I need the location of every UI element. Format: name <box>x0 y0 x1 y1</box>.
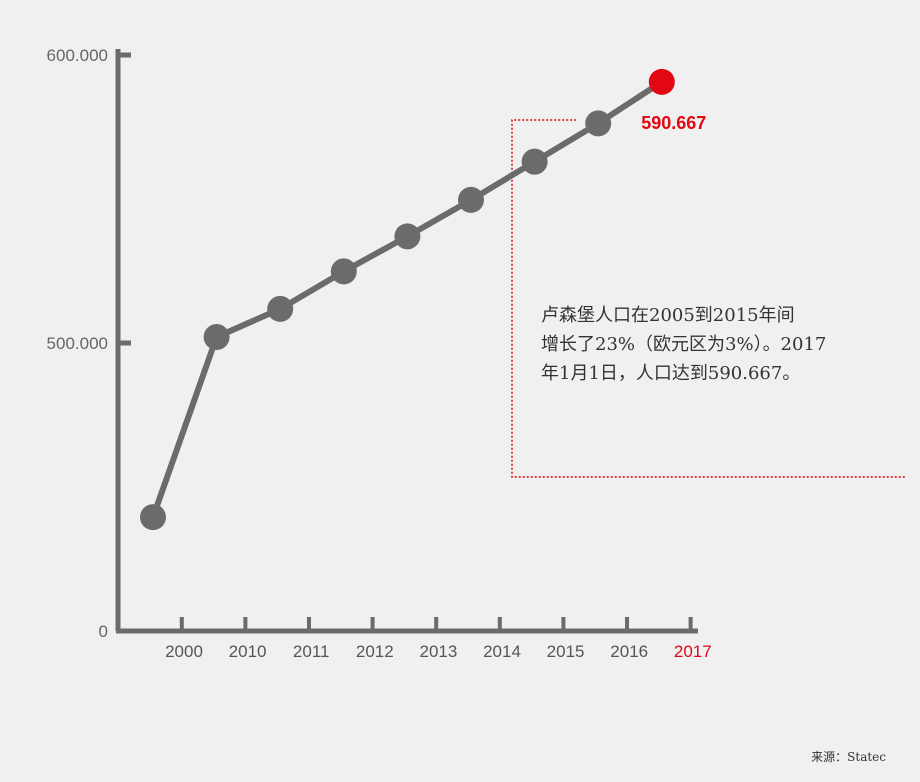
x-tick-label: 2010 <box>229 642 267 661</box>
annotation-bracket <box>511 119 905 478</box>
data-point-highlight <box>648 68 675 95</box>
x-tick-label: 2013 <box>419 642 457 661</box>
x-tick-label: 2000 <box>165 642 203 661</box>
source-note: 来源：Statec <box>811 750 886 764</box>
series-line <box>150 79 664 519</box>
series-population <box>140 68 675 531</box>
y-tick-label: 500.000 <box>47 334 108 353</box>
y-tick-label: 600.000 <box>47 46 108 65</box>
data-point <box>140 504 166 531</box>
data-point <box>521 148 548 175</box>
labels: 600.000 500.000 0 2000 2010 2011 2012 2013 2014 2… <box>47 46 712 661</box>
x-tick-label: 2015 <box>547 642 585 661</box>
annotation-text: 卢森堡人口在2005到2015年间 增长了23%（欧元区为3%）。2017 年1… <box>541 301 871 388</box>
annotation-line-1: 卢森堡人口在2005到2015年间 <box>541 305 795 326</box>
annotation-box <box>511 119 905 478</box>
x-tick-label: 2016 <box>610 642 648 661</box>
axes <box>115 49 698 634</box>
x-tick-label: 2012 <box>356 642 394 661</box>
data-label-highlight: 590.667 <box>641 113 706 133</box>
annotation-line-2: 增长了23%（欧元区为3%）。2017 <box>541 334 827 355</box>
x-tick-label: 2014 <box>483 642 521 661</box>
data-point <box>203 324 230 351</box>
y-tick-label: 0 <box>99 622 108 641</box>
annotation-line-3: 年1月1日，人口达到590.667。 <box>541 363 801 384</box>
data-point <box>458 186 484 213</box>
x-tick-label: 2017 <box>674 642 712 661</box>
data-point <box>585 110 612 137</box>
x-tick-label: 2011 <box>293 642 330 661</box>
data-point <box>394 223 421 250</box>
data-point <box>330 258 357 285</box>
data-point <box>267 295 294 322</box>
